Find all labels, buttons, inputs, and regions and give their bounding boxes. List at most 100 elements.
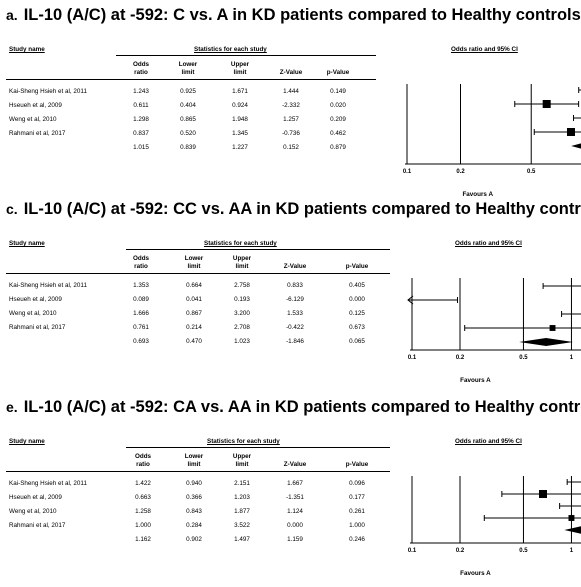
pooled-odds-ratio-value: 0.693: [133, 338, 149, 345]
upper-limit-value: 1.671: [232, 88, 248, 95]
study-name: Kai-Sheng Hsieh et al, 2011: [9, 282, 87, 289]
upper-limit-value: 2.151: [234, 480, 250, 487]
lower-limit-value: 0.940: [186, 480, 202, 487]
upper-limit-value: 1.948: [232, 116, 248, 123]
lower-limit-col-header: Lower limit: [178, 61, 198, 76]
panel-a-title-text: IL-10 (A/C) at -592: C vs. A in KD patie…: [23, 6, 581, 24]
favours-a-label: Favours A: [462, 191, 493, 198]
table-header-rule: [6, 273, 390, 274]
pooled-diamond: [519, 338, 574, 346]
panel-a: a. IL-10 (A/C) at -592: C vs. A in KD pat…: [0, 6, 581, 202]
pooled-upper-limit-value: 1.023: [234, 338, 250, 345]
forest-header: Odds ratio and 95% CI: [455, 240, 522, 247]
z-value: -6.129: [286, 296, 304, 303]
study-marker: [542, 100, 551, 108]
pooled-odds-ratio-value: 1.162: [135, 536, 151, 543]
upper-limit-value: 2.758: [234, 282, 250, 289]
study-name: Weng et al, 2010: [9, 508, 57, 515]
p-value: 0.000: [349, 296, 365, 303]
tick-label: 0.2: [456, 169, 465, 175]
statistics-header: Statistics for each study: [194, 46, 267, 53]
p-value-col-header: p-Value: [345, 461, 369, 468]
tick-label: 0.5: [519, 355, 528, 361]
p-value: 0.125: [349, 310, 365, 317]
odds-ratio-value: 1.666: [133, 310, 149, 317]
z-value: 1.667: [287, 480, 303, 487]
panel-a-title: a. IL-10 (A/C) at -592: C vs. A in KD pat…: [6, 6, 581, 25]
table-header-rule: [6, 79, 376, 80]
statistics-rule: [116, 55, 376, 56]
statistics-rule: [126, 249, 390, 250]
z-value: 1.533: [287, 310, 303, 317]
lower-limit-value: 0.865: [180, 116, 196, 123]
study-name: Rahmani et al, 2017: [9, 130, 66, 137]
upper-limit-value: 3.522: [234, 522, 250, 529]
panel-c-letter: c.: [6, 201, 18, 217]
panel-e: e. IL-10 (A/C) at -592: CA vs. AA in KD p…: [0, 398, 581, 587]
tick-label: 0.2: [456, 548, 465, 554]
odds-ratio-value: 1.298: [133, 116, 149, 123]
odds-ratio-value: 0.089: [133, 296, 149, 303]
statistics-rule: [126, 447, 390, 448]
study-name: Kai-Sheng Hsieh et al, 2011: [9, 480, 87, 487]
odds-ratio-col-header: Odds ratio: [132, 61, 150, 76]
tick-label: 0.5: [519, 548, 528, 554]
study-name-header: Study name: [9, 46, 45, 53]
p-value: 1.000: [349, 522, 365, 529]
table-header-rule: [6, 471, 390, 472]
z-value: 0.833: [287, 282, 303, 289]
study-name: Hseueh et al, 2009: [9, 494, 62, 501]
study-name: Rahmani et al, 2017: [9, 324, 66, 331]
tick-label: 0.2: [456, 355, 465, 361]
study-marker: [549, 325, 556, 331]
statistics-header: Statistics for each study: [207, 438, 280, 445]
p-value: 0.405: [349, 282, 365, 289]
tick-label: 0.1: [403, 169, 412, 175]
upper-limit-col-header: Upper limit: [232, 453, 252, 468]
upper-limit-value: 0.193: [234, 296, 250, 303]
p-value: 0.209: [330, 116, 346, 123]
upper-limit-value: 1.345: [232, 130, 248, 137]
pooled-diamond: [564, 526, 581, 534]
z-value-col-header: Z-Value: [283, 461, 307, 468]
panel-a-letter: a.: [6, 7, 18, 23]
odds-ratio-value: 0.761: [133, 324, 149, 331]
upper-limit-value: 1.877: [234, 508, 250, 515]
tick-label: 0.1: [408, 355, 417, 361]
upper-limit-col-header: Upper limit: [230, 61, 250, 76]
pooled-upper-limit-value: 1.227: [232, 144, 248, 151]
upper-limit-col-header: Upper limit: [232, 255, 252, 270]
lower-limit-value: 0.284: [186, 522, 202, 529]
favours-a-label: Favours A: [460, 377, 491, 384]
p-value: 0.177: [349, 494, 365, 501]
panel-e-title: e. IL-10 (A/C) at -592: CA vs. AA in KD p…: [6, 398, 581, 417]
pooled-z-value: -1.846: [286, 338, 304, 345]
pooled-z-value: 0.152: [283, 144, 299, 151]
study-marker: [568, 515, 575, 521]
z-value: 1.124: [287, 508, 303, 515]
tick-label: 0.1: [408, 548, 417, 554]
pooled-lower-limit-value: 0.902: [186, 536, 202, 543]
lower-limit-value: 0.366: [186, 494, 202, 501]
lower-limit-col-header: Lower limit: [184, 453, 204, 468]
study-marker: [538, 490, 547, 498]
lower-limit-value: 0.404: [180, 102, 196, 109]
forest-header: Odds ratio and 95% CI: [451, 46, 518, 53]
study-name: Weng et al, 2010: [9, 310, 57, 317]
pooled-diamond: [571, 143, 581, 149]
p-value: 0.149: [330, 88, 346, 95]
study-marker: [566, 128, 575, 136]
odds-ratio-value: 0.663: [135, 494, 151, 501]
odds-ratio-value: 0.611: [133, 102, 149, 109]
p-value-col-header: p-Value: [326, 69, 350, 76]
z-value: -0.736: [282, 130, 300, 137]
tick-label: 1: [570, 355, 574, 361]
panel-e-letter: e.: [6, 399, 18, 415]
study-name-header: Study name: [9, 438, 45, 445]
lower-limit-col-header: Lower limit: [184, 255, 204, 270]
odds-ratio-value: 0.837: [133, 130, 149, 137]
lower-limit-value: 0.867: [186, 310, 202, 317]
